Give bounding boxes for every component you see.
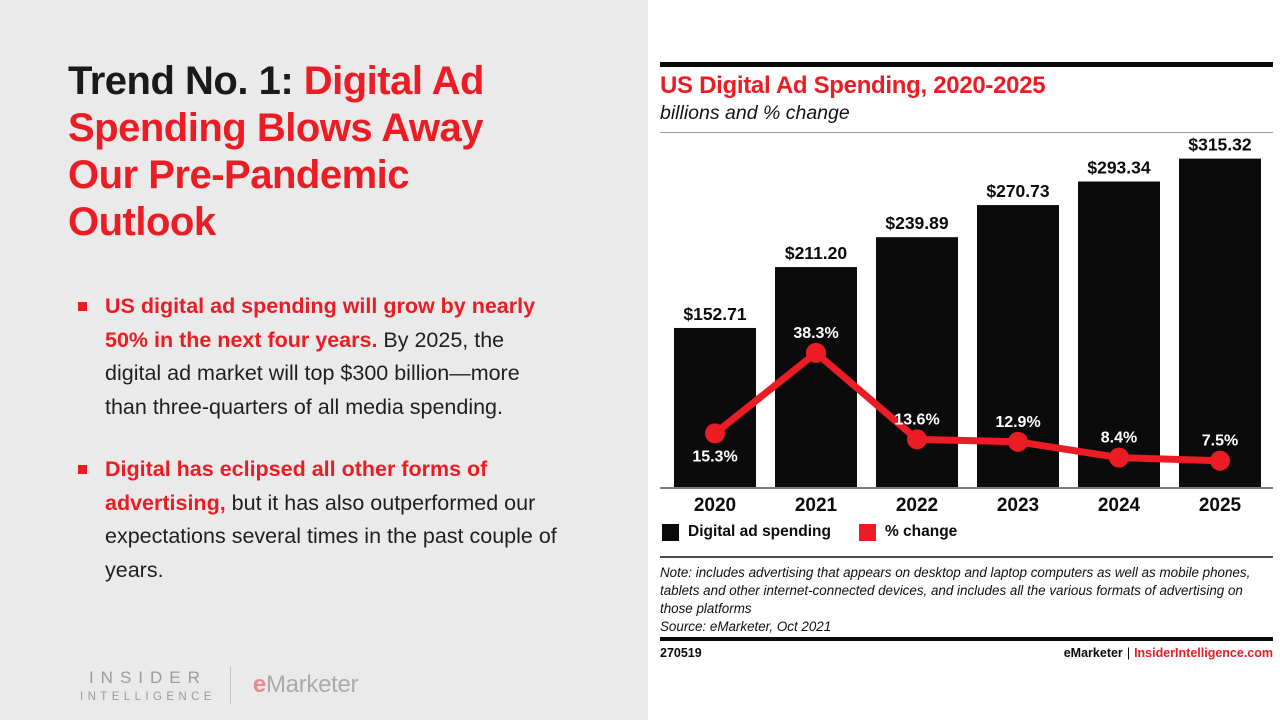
emarketer-logo-e: e: [252, 671, 266, 698]
bar-value-label: $152.71: [683, 304, 747, 324]
pct-change-label: 13.6%: [894, 411, 939, 428]
pct-change-point-2025: [1210, 450, 1230, 471]
pct-change-label: 8.4%: [1101, 430, 1137, 447]
pct-change-point-2023: [1008, 431, 1028, 452]
pct-change-label: 12.9%: [995, 414, 1040, 431]
pct-change-point-2022: [907, 429, 927, 450]
pct-change-point-2021: [806, 342, 826, 363]
pct-change-point-2020: [705, 423, 725, 444]
insider-logo-line1: INSIDER: [88, 667, 207, 687]
x-tick-label-2025: 2025: [1199, 495, 1242, 516]
chart-note: Note: includes advertising that appears …: [660, 564, 1273, 636]
bullet-item-1: US digital ad spending will grow by near…: [78, 290, 560, 424]
insider-intelligence-logo: INSIDER INTELLIGENCE: [80, 668, 216, 703]
x-tick-label-2020: 2020: [694, 495, 736, 516]
chart-id: 270519: [660, 646, 702, 660]
bar-value-label: $270.73: [986, 181, 1050, 201]
brand-divider: [229, 666, 231, 704]
brand-footer: INSIDER INTELLIGENCE eMarketer: [80, 666, 359, 704]
footer-separator: |: [1126, 646, 1131, 660]
slide-title-red: Digital Ad Spending Blows Away Our Pre-P…: [68, 59, 484, 244]
bullet-2-lead: Digital has eclipsed all other forms of …: [105, 457, 488, 515]
emarketer-logo-rest: Marketer: [265, 671, 359, 698]
insider-intelligence-link[interactable]: InsiderIntelligence.com: [1134, 646, 1273, 660]
chart-legend: Digital ad spending % change: [662, 523, 957, 541]
black-square-icon: [662, 523, 679, 541]
chart-subtitle: billions and % change: [660, 102, 850, 124]
ad-spending-combo-chart: $152.71 $211.20 $239.89 $270.73 $293.34 $315.…: [660, 135, 1273, 516]
insider-logo-line2: INTELLIGENCE: [80, 690, 216, 703]
bullet-1-lead: US digital ad spending will grow by near…: [105, 294, 536, 352]
legend-divider-line: [660, 556, 1273, 558]
pct-change-line: [712, 348, 1221, 465]
x-tick-label-2024: 2024: [1098, 495, 1141, 516]
bullet-square-icon: [78, 465, 87, 474]
chart-footer: 270519 eMarketer | InsiderIntelligence.com: [660, 646, 1273, 660]
x-axis-line: [660, 487, 1273, 489]
pct-change-label: 15.3%: [692, 448, 737, 465]
legend-label: % change: [884, 523, 958, 540]
bar-value-label: $293.34: [1087, 158, 1151, 178]
legend-item-digital-ad-spending: Digital ad spending: [662, 523, 831, 541]
pct-change-label: 7.5%: [1202, 433, 1238, 450]
bullet-2-rest: but it has also outperformed our expecta…: [105, 490, 557, 582]
bar-2022: [876, 237, 958, 487]
bullet-1-rest: By 2025, the digital ad market will top …: [105, 327, 520, 419]
footer-right: eMarketer | InsiderIntelligence.com: [1064, 646, 1273, 660]
pct-change-point-2024: [1109, 447, 1129, 468]
bar-value-label: $211.20: [785, 243, 848, 263]
x-tick-label-2023: 2023: [997, 495, 1039, 516]
bullet-square-icon: [78, 302, 87, 311]
source-text: Source: eMarketer, Oct 2021: [660, 619, 832, 634]
slide-title-black: Trend No. 1:: [68, 59, 304, 103]
footer-divider-line: [660, 637, 1273, 641]
red-square-icon: [858, 523, 876, 541]
pct-change-label: 38.3%: [793, 325, 838, 342]
chart-title: US Digital Ad Spending, 2020-2025: [660, 72, 1046, 99]
x-tick-label-2022: 2022: [896, 495, 938, 516]
legend-item-pct-change: % change: [858, 523, 958, 541]
x-tick-label-2021: 2021: [795, 495, 838, 516]
bar-2025: [1179, 158, 1261, 487]
footer-brand: eMarketer: [1063, 646, 1123, 660]
bullet-item-2: Digital has eclipsed all other forms of …: [78, 453, 560, 587]
left-text-panel: Trend No. 1: Digital Ad Spending Blows A…: [0, 0, 648, 720]
slide-title: Trend No. 1: Digital Ad Spending Blows A…: [68, 58, 540, 246]
bar-2024: [1078, 181, 1160, 487]
chart-panel: US Digital Ad Spending, 2020-2025 billio…: [648, 0, 1280, 720]
legend-label: Digital ad spending: [688, 523, 831, 540]
bar-value-label: $315.32: [1188, 135, 1252, 155]
chart-header: US Digital Ad Spending, 2020-2025 billio…: [660, 62, 1273, 133]
emarketer-logo: eMarketer: [252, 671, 359, 699]
bar-value-label: $239.89: [885, 213, 949, 233]
note-text: Note: includes advertising that appears …: [660, 565, 1251, 616]
bullet-list: US digital ad spending will grow by near…: [78, 290, 560, 616]
